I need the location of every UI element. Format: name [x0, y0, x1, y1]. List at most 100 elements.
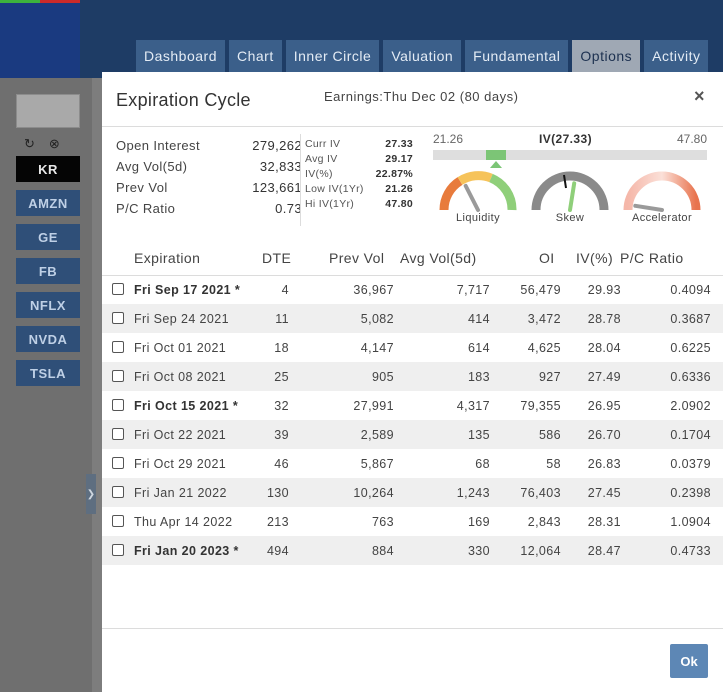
close-circle-icon[interactable]: ⊗: [48, 136, 60, 151]
ticker-fb[interactable]: FB: [16, 258, 80, 284]
row-checkbox[interactable]: [112, 544, 124, 556]
cell-dte: 39: [274, 428, 289, 442]
row-checkbox[interactable]: [112, 486, 124, 498]
header-iv[interactable]: IV(%): [576, 250, 613, 266]
table-row[interactable]: Fri Oct 22 2021 39 2,589 135 586 26.70 0.1704: [102, 420, 723, 449]
stat-label: Avg Vol(5d): [116, 159, 188, 174]
row-checkbox[interactable]: [112, 457, 124, 469]
cell-pc: 0.0379: [670, 457, 711, 471]
skew-gauge-icon: [531, 171, 609, 212]
header-expiration[interactable]: Expiration: [134, 250, 201, 266]
row-checkbox[interactable]: [112, 312, 124, 324]
cell-iv: 28.04: [587, 341, 621, 355]
cell-pc: 0.4733: [670, 544, 711, 558]
iv-stat-low: Low IV(1Yr) 21.26: [305, 183, 413, 198]
ticker-kr[interactable]: KR: [16, 156, 80, 182]
row-checkbox[interactable]: [112, 515, 124, 527]
iv-stat-label: Curr IV: [305, 138, 341, 150]
iv-range-low: 21.26: [433, 132, 464, 146]
table-row[interactable]: Fri Oct 29 2021 46 5,867 68 58 26.83 0.0379: [102, 449, 723, 478]
ticker-nflx[interactable]: NFLX: [16, 292, 80, 318]
header-prev-vol[interactable]: Prev Vol: [329, 250, 385, 266]
gauge-label: Skew: [555, 212, 585, 224]
cell-iv: 26.70: [587, 428, 621, 442]
table-row[interactable]: Fri Sep 24 2021 11 5,082 414 3,472 28.78 0.368…: [102, 304, 723, 333]
logo-stripe-green: [0, 0, 40, 3]
iv-stat-label: IV(%): [305, 168, 333, 180]
modal-title: Expiration Cycle: [116, 90, 251, 110]
refresh-icon[interactable]: ↻: [24, 136, 35, 151]
cell-oi: 76,403: [520, 486, 561, 500]
iv-stat-label: Avg IV: [305, 153, 338, 165]
ticker-amzn[interactable]: AMZN: [16, 190, 80, 216]
cell-dte: 130: [266, 486, 289, 500]
cell-avg-vol: 1,243: [456, 486, 490, 500]
cell-iv: 27.49: [587, 370, 621, 384]
tab-valuation[interactable]: Valuation: [383, 40, 462, 72]
cell-prev-vol: 36,967: [353, 283, 394, 297]
stat-value: 0.73: [275, 201, 302, 216]
ticker-nvda[interactable]: NVDA: [16, 326, 80, 352]
cell-dte: 32: [274, 399, 289, 413]
header-avg-vol[interactable]: Avg Vol(5d): [400, 250, 477, 266]
table-row[interactable]: Fri Sep 17 2021 * 4 36,967 7,717 56,479 29.93…: [102, 275, 723, 304]
ticker-tsla[interactable]: TSLA: [16, 360, 80, 386]
ticker-ge[interactable]: GE: [16, 224, 80, 250]
iv-range-meter: 21.26 IV(27.33) 47.80: [433, 132, 707, 168]
header-dte[interactable]: DTE: [262, 250, 292, 266]
expiration-cycle-modal: Expiration Cycle Earnings:Thu Dec 02 (80…: [102, 72, 723, 692]
cell-dte: 4: [281, 283, 289, 297]
cell-prev-vol: 5,082: [360, 312, 394, 326]
tab-inner-circle[interactable]: Inner Circle: [285, 40, 380, 72]
cell-iv: 27.45: [587, 486, 621, 500]
modal-header: Expiration Cycle Earnings:Thu Dec 02 (80…: [102, 72, 723, 127]
chevron-right-icon[interactable]: ❯: [86, 474, 96, 514]
table-row[interactable]: Fri Jan 20 2023 * 494 884 330 12,064 28.47 0.4…: [102, 536, 723, 565]
cell-expiration: Fri Oct 22 2021: [134, 428, 227, 442]
iv-stat-value: 27.33: [385, 138, 413, 150]
cell-dte: 25: [274, 370, 289, 384]
stat-value: 279,262: [252, 138, 302, 153]
tab-fundamental[interactable]: Fundamental: [465, 40, 569, 72]
cell-oi: 4,625: [527, 341, 561, 355]
cell-iv: 28.78: [587, 312, 621, 326]
liquidity-gauge-icon: [439, 171, 517, 212]
accelerator-gauge: Accelerator: [617, 170, 707, 230]
row-checkbox[interactable]: [112, 399, 124, 411]
skew-gauge: Skew: [525, 170, 615, 230]
tab-chart[interactable]: Chart: [229, 40, 282, 72]
cell-expiration: Fri Sep 17 2021 *: [134, 283, 241, 297]
tab-options[interactable]: Options: [572, 40, 641, 72]
cell-prev-vol: 884: [371, 544, 394, 558]
row-checkbox[interactable]: [112, 341, 124, 353]
table-row[interactable]: Thu Apr 14 2022 213 763 169 2,843 28.31 1.0904: [102, 507, 723, 536]
table-row[interactable]: Fri Oct 01 2021 18 4,147 614 4,625 28.04 0.622…: [102, 333, 723, 362]
gauges: Liquidity Skew A: [433, 170, 707, 230]
watchlist-sidebar: ↻ ⊗ KR AMZN GE FB NFLX NVDA TSLA: [0, 78, 92, 692]
table-row[interactable]: Fri Jan 21 2022 130 10,264 1,243 76,403 27.45…: [102, 478, 723, 507]
main-tabs: Dashboard Chart Inner Circle Valuation F…: [136, 40, 709, 72]
table-row[interactable]: Fri Oct 15 2021 * 32 27,991 4,317 79,355 26.9…: [102, 391, 723, 420]
row-checkbox[interactable]: [112, 370, 124, 382]
row-checkbox[interactable]: [112, 428, 124, 440]
iv-stat-high: Hi IV(1Yr) 47.80: [305, 198, 413, 213]
table-row[interactable]: Fri Oct 08 2021 25 905 183 927 27.49 0.6336: [102, 362, 723, 391]
ok-button[interactable]: Ok: [670, 644, 708, 678]
row-checkbox[interactable]: [112, 283, 124, 295]
cell-oi: 586: [538, 428, 561, 442]
header-pc-ratio[interactable]: P/C Ratio: [620, 250, 684, 266]
tab-dashboard[interactable]: Dashboard: [136, 40, 225, 72]
cell-avg-vol: 330: [467, 544, 490, 558]
ticker-search-input[interactable]: [16, 94, 80, 128]
cell-oi: 927: [538, 370, 561, 384]
header-oi[interactable]: OI: [539, 250, 555, 266]
stat-value: 123,661: [252, 180, 302, 195]
iv-stat-label: Low IV(1Yr): [305, 183, 364, 195]
logo-stripe-red: [40, 0, 80, 3]
iv-pointer-icon: [489, 161, 502, 168]
cell-oi: 2,843: [527, 515, 561, 529]
cell-dte: 18: [274, 341, 289, 355]
iv-stat-value: 29.17: [385, 153, 413, 165]
tab-activity[interactable]: Activity: [644, 40, 709, 72]
close-icon[interactable]: ×: [694, 86, 705, 106]
